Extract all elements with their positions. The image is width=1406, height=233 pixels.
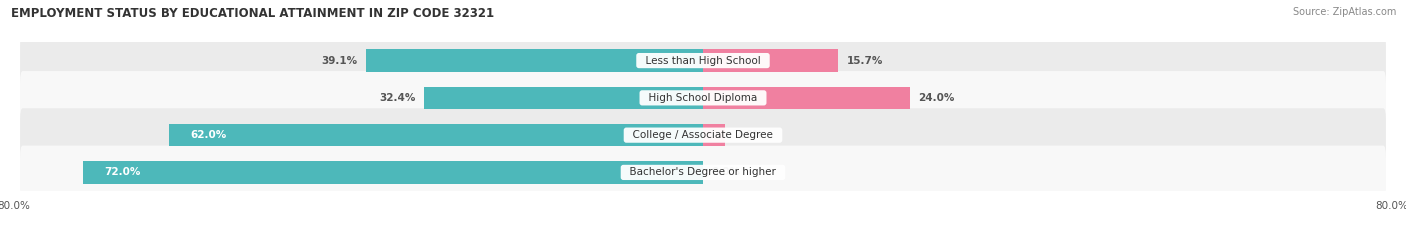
Text: 62.0%: 62.0% [191, 130, 226, 140]
FancyBboxPatch shape [20, 146, 1386, 199]
Text: 0.0%: 0.0% [711, 168, 741, 177]
Text: EMPLOYMENT STATUS BY EDUCATIONAL ATTAINMENT IN ZIP CODE 32321: EMPLOYMENT STATUS BY EDUCATIONAL ATTAINM… [11, 7, 495, 20]
Text: Less than High School: Less than High School [638, 56, 768, 65]
Bar [703, 87, 910, 109]
Bar [83, 161, 703, 184]
Bar [425, 87, 703, 109]
Text: Bachelor's Degree or higher: Bachelor's Degree or higher [623, 168, 783, 177]
FancyBboxPatch shape [20, 108, 1386, 162]
Text: 24.0%: 24.0% [918, 93, 955, 103]
Bar [703, 49, 838, 72]
Text: 2.6%: 2.6% [734, 130, 763, 140]
Text: 39.1%: 39.1% [322, 56, 357, 65]
FancyBboxPatch shape [20, 34, 1386, 87]
Text: 32.4%: 32.4% [380, 93, 415, 103]
Text: College / Associate Degree: College / Associate Degree [626, 130, 780, 140]
Text: Source: ZipAtlas.com: Source: ZipAtlas.com [1292, 7, 1396, 17]
Bar [169, 124, 703, 146]
Bar [367, 49, 703, 72]
Text: 15.7%: 15.7% [846, 56, 883, 65]
Text: High School Diploma: High School Diploma [643, 93, 763, 103]
FancyBboxPatch shape [20, 71, 1386, 125]
Bar [703, 124, 725, 146]
Text: 72.0%: 72.0% [104, 168, 141, 177]
